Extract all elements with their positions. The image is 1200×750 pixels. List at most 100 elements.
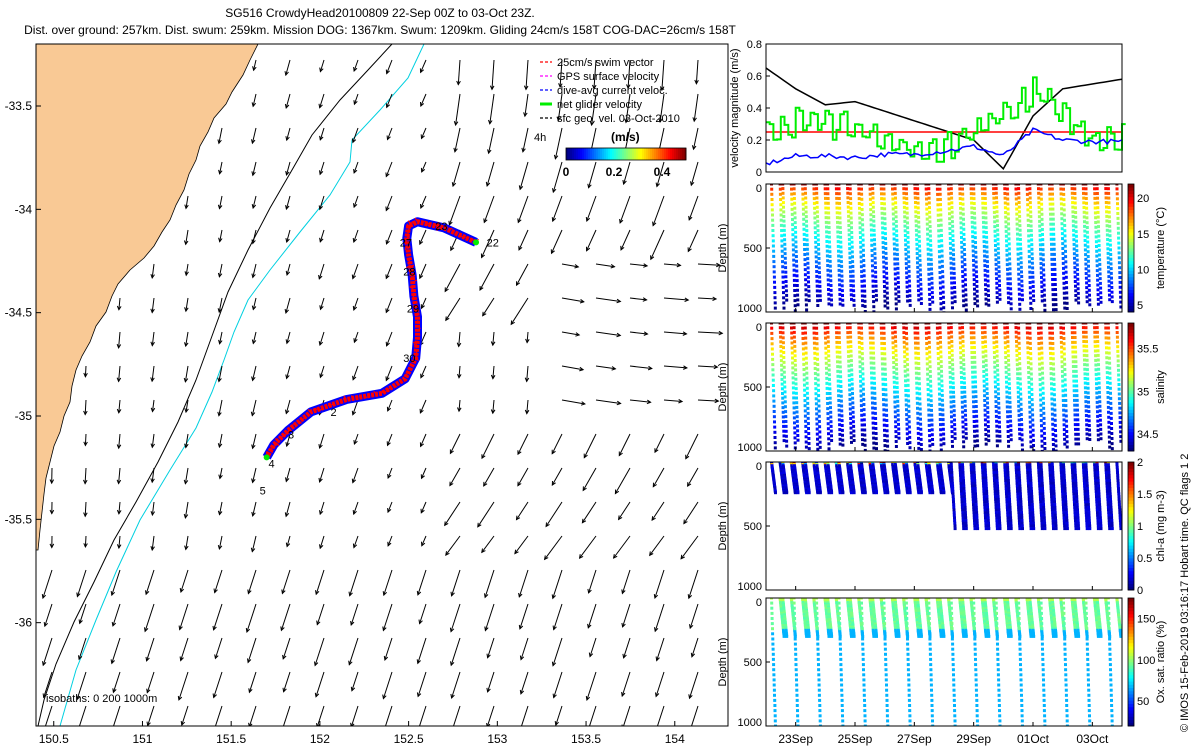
data-point — [1007, 363, 1011, 367]
data-point — [893, 385, 896, 389]
colorbar-segment — [1128, 257, 1134, 262]
data-point — [1005, 385, 1009, 389]
data-point — [1048, 346, 1052, 350]
velocity-arrow-shaft — [42, 569, 53, 599]
data-point — [1085, 226, 1089, 229]
velocity-arrow-shaft — [492, 399, 495, 414]
data-point — [835, 331, 839, 335]
data-point — [919, 448, 923, 451]
data-point — [907, 274, 911, 278]
data-point — [838, 355, 842, 359]
data-point — [936, 198, 940, 202]
data-point — [1094, 225, 1098, 229]
data-point — [795, 410, 799, 414]
data-point — [894, 440, 898, 443]
data-point — [997, 279, 1001, 283]
data-point — [1014, 184, 1018, 186]
data-point — [962, 217, 965, 221]
data-point — [861, 442, 865, 446]
data-point — [971, 235, 975, 239]
data-point — [983, 335, 987, 339]
data-point — [849, 335, 853, 339]
data-point — [1074, 355, 1078, 359]
data-point — [892, 222, 896, 226]
data-point — [947, 192, 951, 196]
data-point — [915, 238, 919, 242]
velocity-arrow-shaft — [516, 263, 529, 286]
data-point — [872, 376, 876, 380]
data-point — [1039, 403, 1043, 407]
data-point — [938, 192, 942, 196]
data-point — [1082, 215, 1086, 219]
data-point — [948, 375, 952, 379]
data-point — [1085, 349, 1089, 353]
data-point — [1063, 368, 1067, 371]
velocity-arrow-head — [383, 727, 386, 731]
data-point — [916, 279, 920, 283]
data-point — [812, 323, 816, 325]
data-point — [880, 362, 884, 366]
data-point — [1051, 336, 1055, 340]
colorbar-segment — [676, 148, 679, 160]
data-point — [825, 392, 829, 395]
data-point — [914, 224, 918, 228]
velocity-arrow-shaft — [387, 433, 393, 446]
velocity-arrow-shaft — [561, 297, 584, 303]
data-point — [883, 491, 887, 495]
data-point — [891, 212, 895, 216]
data-point — [873, 386, 877, 390]
data-point — [839, 375, 843, 379]
velocity-arrow-shaft — [118, 365, 121, 382]
data-point — [991, 323, 995, 325]
data-point — [998, 439, 1002, 443]
data-point — [1099, 437, 1103, 441]
data-point — [882, 398, 885, 402]
data-point — [1027, 255, 1031, 259]
velocity-arrow-shaft — [320, 297, 325, 310]
data-point — [781, 184, 785, 186]
velocity-arrow-shaft — [517, 433, 529, 455]
data-point — [1118, 280, 1122, 284]
data-point — [1018, 432, 1022, 436]
velocity-arrow-shaft — [84, 365, 87, 377]
data-point — [1017, 267, 1021, 271]
data-point — [863, 428, 867, 432]
velocity-arrow-head — [416, 590, 422, 596]
data-point — [870, 371, 873, 375]
data-point — [949, 323, 953, 325]
data-point — [1074, 234, 1078, 238]
data-point — [905, 417, 909, 421]
data-point — [975, 289, 979, 293]
data-point — [772, 399, 776, 403]
data-point — [1042, 401, 1045, 405]
data-point — [815, 326, 819, 330]
data-point — [796, 288, 799, 292]
data-point — [1016, 390, 1020, 394]
colorbar-segment — [1128, 280, 1134, 284]
data-point — [992, 201, 996, 205]
data-point — [936, 331, 940, 335]
data-point — [857, 323, 861, 325]
data-point — [914, 219, 918, 223]
velocity-arrow-shaft — [286, 365, 291, 379]
velocity-arrow-shaft — [688, 195, 699, 221]
data-point — [840, 414, 844, 418]
velocity-arrow-head — [250, 547, 256, 553]
data-point — [905, 192, 908, 196]
velocity-arrow-head — [177, 695, 183, 701]
velocity-arrow-head — [248, 722, 253, 726]
data-point — [1027, 380, 1031, 384]
data-point — [847, 369, 851, 373]
data-point — [782, 205, 785, 209]
data-point — [1071, 219, 1075, 223]
data-point — [874, 422, 878, 425]
data-point — [1026, 356, 1030, 360]
velocity-arrow-shaft — [649, 535, 665, 556]
data-point — [974, 260, 978, 264]
data-point — [858, 365, 862, 369]
data-point — [1051, 422, 1055, 426]
data-point — [773, 280, 776, 284]
data-point — [851, 410, 855, 414]
velocity-arrow-head — [42, 661, 47, 667]
data-point — [1017, 423, 1021, 427]
